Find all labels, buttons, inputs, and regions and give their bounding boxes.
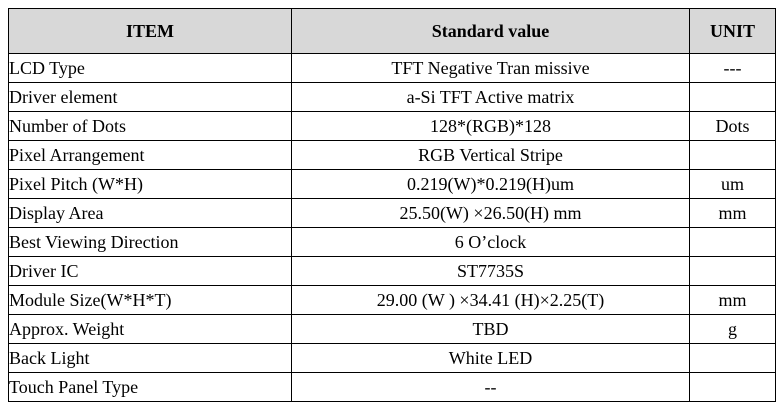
header-unit: UNIT [689,8,776,54]
cell-value: TFT Negative Tran missive [291,53,690,83]
cell-value: 25.50(W) ×26.50(H) mm [291,198,690,228]
cell-unit [689,343,776,373]
header-item: ITEM [8,8,292,54]
cell-item: Touch Panel Type [8,372,292,402]
cell-unit [689,372,776,402]
cell-unit: mm [689,285,776,315]
cell-unit: g [689,314,776,344]
cell-value: 6 O’clock [291,227,690,257]
header-standard-value: Standard value [291,8,690,54]
cell-unit: --- [689,53,776,83]
cell-item: Pixel Arrangement [8,140,292,170]
cell-value: TBD [291,314,690,344]
cell-item: Number of Dots [8,111,292,141]
cell-unit: Dots [689,111,776,141]
cell-unit [689,140,776,170]
table-row: Approx. Weight TBD g [8,314,776,344]
table-row: Touch Panel Type -- [8,372,776,402]
cell-unit [689,256,776,286]
table-row: Pixel Pitch (W*H) 0.219(W)*0.219(H)um um [8,169,776,199]
table-row: LCD Type TFT Negative Tran missive --- [8,53,776,83]
cell-unit: um [689,169,776,199]
header-row: ITEM Standard value UNIT [8,8,776,54]
cell-value: White LED [291,343,690,373]
cell-value: RGB Vertical Stripe [291,140,690,170]
cell-value: 0.219(W)*0.219(H)um [291,169,690,199]
cell-unit: mm [689,198,776,228]
cell-item: Pixel Pitch (W*H) [8,169,292,199]
cell-value: 128*(RGB)*128 [291,111,690,141]
cell-item: Best Viewing Direction [8,227,292,257]
table-row: Number of Dots 128*(RGB)*128 Dots [8,111,776,141]
table-body: LCD Type TFT Negative Tran missive --- D… [8,53,776,402]
cell-item: Driver element [8,82,292,112]
cell-value: a-Si TFT Active matrix [291,82,690,112]
cell-value: 29.00 (W ) ×34.41 (H)×2.25(T) [291,285,690,315]
specification-table: ITEM Standard value UNIT LCD Type TFT Ne… [8,8,776,402]
cell-item: LCD Type [8,53,292,83]
cell-unit [689,82,776,112]
spec-sheet: ITEM Standard value UNIT LCD Type TFT Ne… [8,8,776,408]
table-row: Module Size(W*H*T) 29.00 (W ) ×34.41 (H)… [8,285,776,315]
cell-item: Back Light [8,343,292,373]
table-row: Back Light White LED [8,343,776,373]
table-row: Best Viewing Direction 6 O’clock [8,227,776,257]
table-row: Driver element a-Si TFT Active matrix [8,82,776,112]
table-row: Pixel Arrangement RGB Vertical Stripe [8,140,776,170]
cell-item: Driver IC [8,256,292,286]
table-header: ITEM Standard value UNIT [8,8,776,54]
cell-unit [689,227,776,257]
cell-item: Module Size(W*H*T) [8,285,292,315]
cell-value: -- [291,372,690,402]
cell-value: ST7735S [291,256,690,286]
cell-item: Display Area [8,198,292,228]
cell-item: Approx. Weight [8,314,292,344]
table-row: Display Area 25.50(W) ×26.50(H) mm mm [8,198,776,228]
table-row: Driver IC ST7735S [8,256,776,286]
